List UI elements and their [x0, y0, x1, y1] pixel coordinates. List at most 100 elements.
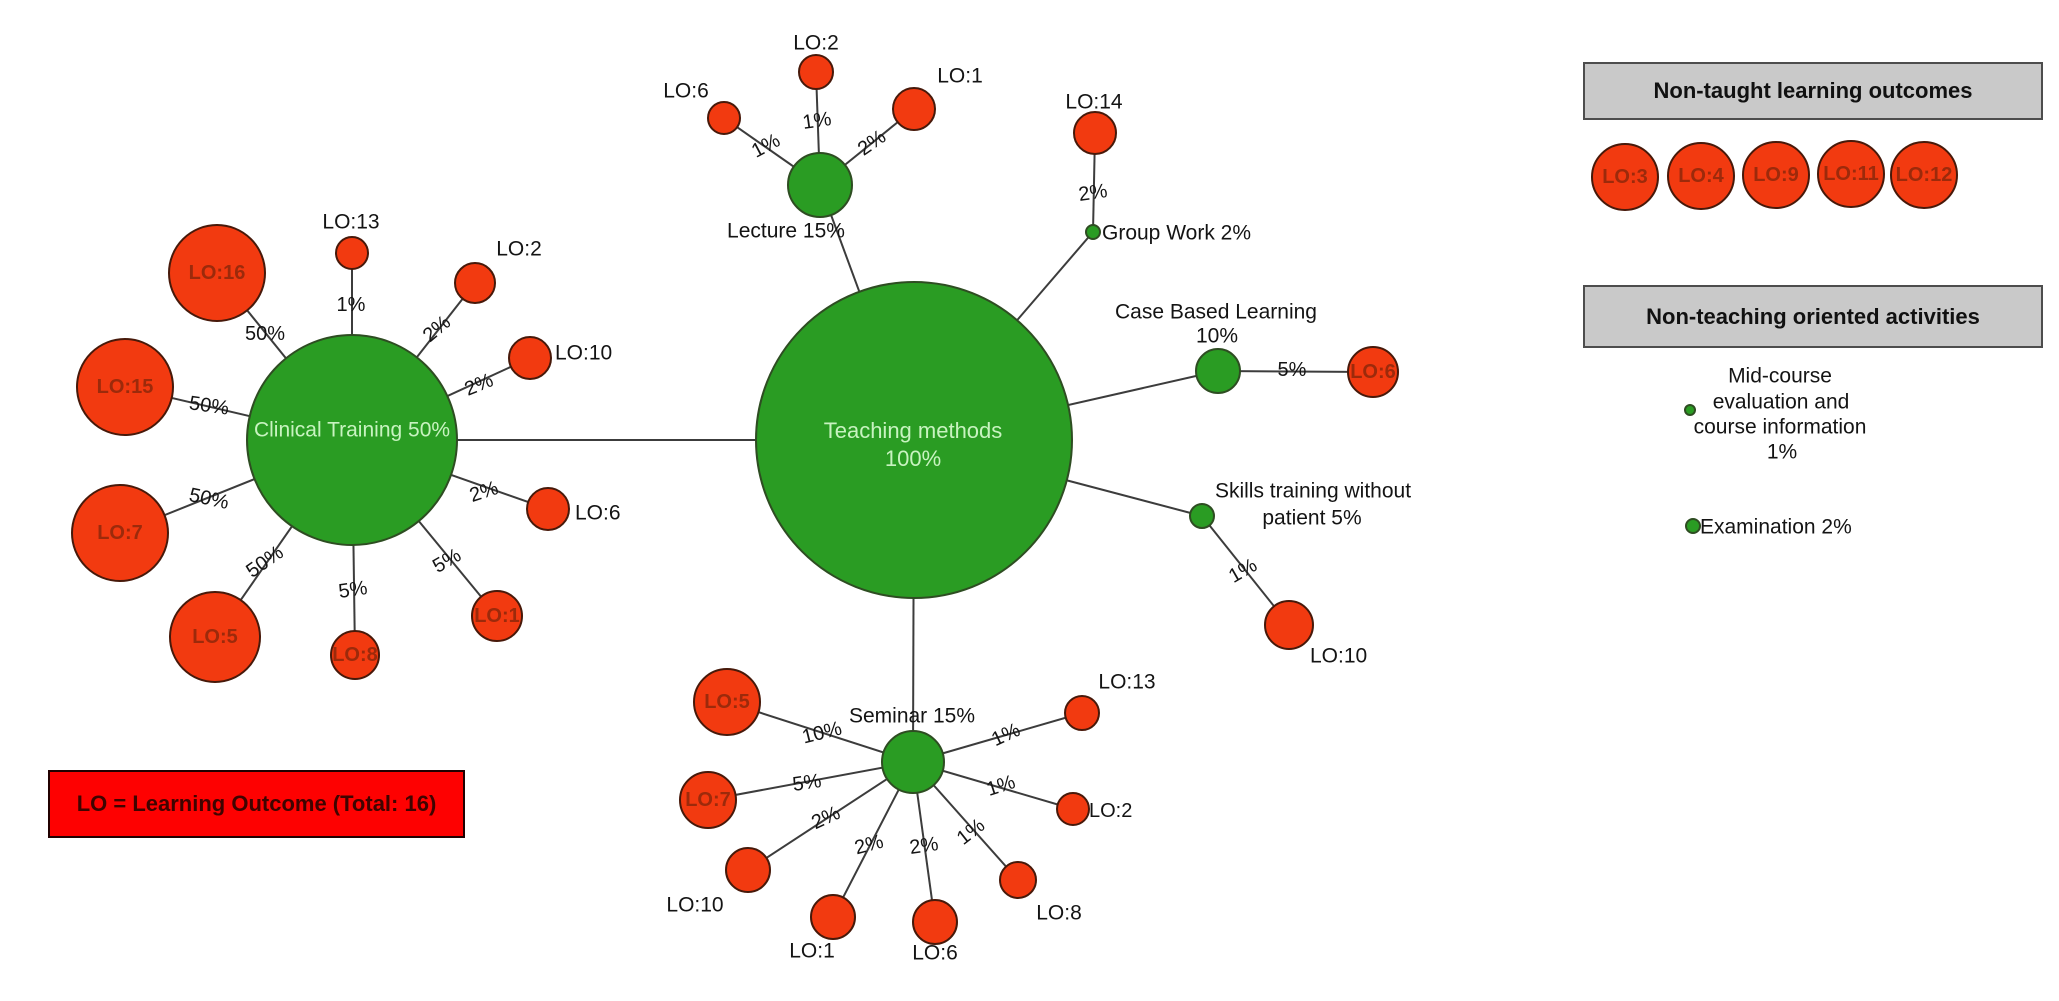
- examination-label: Examination 2%: [1700, 515, 1852, 539]
- midcourse-line-4: 1%: [1766, 440, 1798, 464]
- node-seminar-lo1: [810, 894, 856, 940]
- node-groupwork-lo14: [1073, 111, 1117, 155]
- node-nontaught-lo11: [1817, 140, 1885, 208]
- node-clinical-lo6: [526, 487, 570, 531]
- node-label-clinical-lo7: LO:7: [97, 522, 143, 544]
- node-label-clinical-lo8: LO:8: [332, 644, 378, 666]
- edge-label: 1%: [983, 771, 1019, 801]
- edge-label: 2%: [908, 833, 940, 859]
- node-label-clinical-lo6: LO:6: [575, 501, 621, 525]
- edge-label: 1%: [1224, 554, 1262, 588]
- node-label-clinical-lo10: LO:10: [555, 341, 613, 365]
- node-seminar-lo8: [999, 861, 1037, 899]
- node-label-nontaught-lo3: LO:3: [1602, 166, 1648, 188]
- node-seminar-lo7: [679, 771, 737, 829]
- node-label-clinical-lo13: LO:13: [322, 210, 380, 234]
- edge-label: 50%: [242, 541, 288, 583]
- midcourse-line-1: Mid-course: [1728, 364, 1832, 388]
- edge-label: 1%: [336, 294, 366, 316]
- edge-label: 2%: [466, 477, 502, 507]
- node-label-nontaught-lo9: LO:9: [1753, 164, 1799, 186]
- edge-label: 2%: [1077, 180, 1109, 206]
- edge-label: 2%: [853, 125, 891, 161]
- info-box: LO = Learning Outcome (Total: 16): [48, 770, 465, 838]
- node-clinical-lo1: [471, 590, 523, 642]
- node-clinical-training: [246, 334, 458, 546]
- edge-label: 50%: [187, 484, 231, 514]
- edge-label: 2%: [418, 311, 456, 347]
- edge-label: 2%: [808, 801, 844, 835]
- node-lecture-lo6: [707, 101, 741, 135]
- node-clinical-lo8: [330, 630, 380, 680]
- node-label-seminar-lo1: LO:1: [789, 939, 835, 963]
- midcourse-line-3: course information: [1693, 415, 1867, 439]
- edge-label: 1%: [801, 108, 833, 134]
- node-nontaught-lo9: [1742, 141, 1810, 209]
- node-group-work: [1085, 224, 1101, 240]
- node-seminar-lo2: [1056, 792, 1090, 826]
- edge-label: 1%: [988, 718, 1024, 752]
- node-label-lecture-lo6: LO:6: [663, 79, 709, 103]
- node-label-seminar: Seminar 15%: [848, 704, 976, 728]
- non-taught-header-label: Non-taught learning outcomes: [1653, 78, 1973, 103]
- node-seminar-lo13: [1064, 695, 1100, 731]
- node-nontaught-lo4: [1667, 142, 1735, 210]
- node-midcourse-dot: [1684, 404, 1696, 416]
- graph-edge: [707, 761, 914, 801]
- node-label-seminar-lo7: LO:7: [685, 789, 731, 811]
- node-case-based-learning: [1195, 348, 1241, 394]
- node-label-clinical-lo5: LO:5: [192, 626, 238, 648]
- node-seminar-lo5: [693, 668, 761, 736]
- node-lecture-lo1: [892, 87, 936, 131]
- node-label-lecture: Lecture 15%: [727, 219, 845, 243]
- node-label-seminar-lo2: LO:2: [1089, 800, 1133, 822]
- node-nontaught-lo12: [1890, 141, 1958, 209]
- node-label-case-based-learning-line1: Case Based Learning: [1115, 300, 1317, 324]
- node-label-nontaught-lo4: LO:4: [1678, 165, 1724, 187]
- node-clinical-lo7: [71, 484, 169, 582]
- node-label-case-based-learning-line2: 10%: [1195, 324, 1239, 348]
- edge-label: 10%: [799, 717, 845, 749]
- edge-label: 2%: [461, 369, 497, 401]
- node-seminar-lo10: [725, 847, 771, 893]
- node-clinical-lo16: [168, 224, 266, 322]
- node-label-clinical-lo2: LO:2: [496, 237, 542, 261]
- node-label-nontaught-lo12: LO:12: [1895, 164, 1953, 186]
- node-label-skills-lo10: LO:10: [1310, 644, 1368, 668]
- node-label-group-work: Group Work 2%: [1102, 221, 1251, 245]
- node-case-lo6: [1347, 346, 1399, 398]
- edge-label: 2%: [852, 830, 886, 860]
- non-teaching-header-label: Non-teaching oriented activities: [1646, 303, 1980, 329]
- edge-label: 50%: [244, 323, 286, 345]
- non-taught-header: Non-taught learning outcomes: [1583, 62, 2043, 120]
- node-label-clinical-training: Clinical Training 50%: [253, 418, 451, 442]
- node-label-teaching-methods-line2: 100%: [884, 445, 942, 471]
- node-clinical-lo13: [335, 236, 369, 270]
- edge-label: 5%: [1277, 359, 1307, 381]
- node-label-skills-training-without-patient-line2: patient 5%: [1262, 506, 1362, 530]
- node-label-seminar-lo5: LO:5: [704, 691, 750, 713]
- node-lecture: [787, 152, 853, 218]
- node-label-lecture-lo2: LO:2: [793, 31, 839, 55]
- edge-label: 1%: [952, 814, 990, 850]
- node-label-seminar-lo8: LO:8: [1036, 901, 1082, 925]
- edge-label: 5%: [428, 544, 466, 578]
- node-label-clinical-lo16: LO:16: [188, 262, 246, 284]
- info-box-label: LO = Learning Outcome (Total: 16): [76, 791, 437, 816]
- edge-label: 1%: [748, 129, 784, 163]
- midcourse-line-2: evaluation and: [1712, 390, 1850, 414]
- node-label-seminar-lo10: LO:10: [666, 893, 724, 917]
- node-label-seminar-lo6: LO:6: [912, 941, 958, 965]
- node-label-lecture-lo1: LO:1: [937, 64, 983, 88]
- node-label-nontaught-lo11: LO:11: [1823, 163, 1879, 185]
- edge-label: 5%: [791, 770, 823, 796]
- node-label-seminar-lo13: LO:13: [1098, 670, 1156, 694]
- node-teaching-methods: [755, 281, 1073, 599]
- node-examination-dot: [1685, 518, 1701, 534]
- graph-edge: [747, 761, 914, 871]
- node-lecture-lo2: [798, 54, 834, 90]
- node-clinical-lo2: [454, 262, 496, 304]
